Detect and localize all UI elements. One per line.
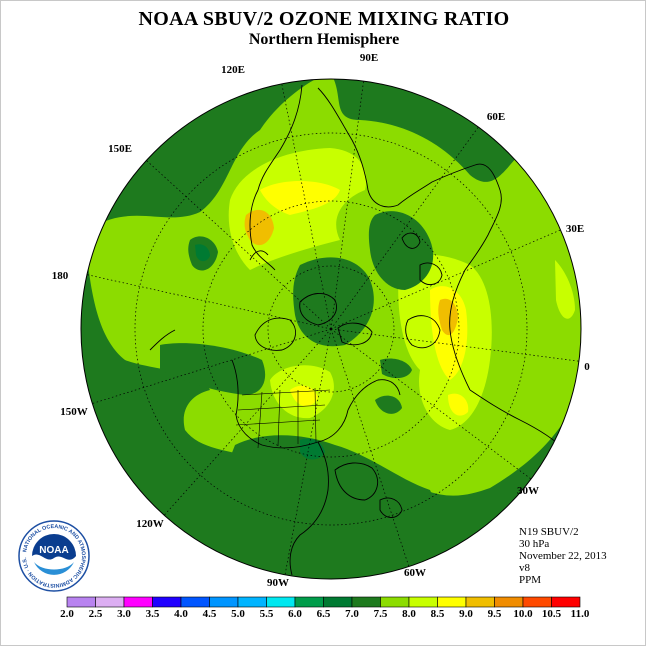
colorbar-swatch: [66, 596, 96, 608]
colorbar-swatch: [266, 596, 296, 608]
lon-label-0: 0: [584, 361, 590, 373]
info-level: 30 hPa: [519, 538, 550, 550]
ozone-region-6.5-northamerica: [160, 343, 266, 395]
colorbar-tick-label: 9.0: [459, 608, 473, 620]
colorbar-tick-label: 5.5: [259, 608, 274, 620]
page-title: NOAA SBUV/2 OZONE MIXING RATIO: [138, 8, 510, 30]
colorbar-tick-label: 8.0: [402, 608, 416, 620]
lon-label-30e: 30E: [566, 223, 584, 235]
colorbar-swatch: [152, 596, 182, 608]
ozone-region-6.0-west: [195, 244, 210, 262]
colorbar-tick-label: 8.5: [430, 608, 445, 620]
lon-label-180: 180: [52, 270, 69, 282]
lon-label-120w: 120W: [136, 518, 164, 530]
colorbar-tick-label: 6.5: [316, 608, 331, 620]
map-border: [80, 78, 582, 580]
colorbar-tick-label: 4.5: [202, 608, 217, 620]
ozone-region-9.0: [244, 209, 274, 246]
ozone-region-8.5-center: [290, 385, 318, 407]
colorbar-tick-label: 2.5: [88, 608, 103, 620]
ozone-region-6.5-north: [368, 211, 434, 290]
info-version: v8: [519, 562, 530, 574]
colorbar-tick-label: 3.5: [145, 608, 160, 620]
colorbar-tick-label: 9.5: [487, 608, 502, 620]
info-date: November 22, 2013: [519, 550, 607, 562]
ozone-region-9.0-south: [438, 298, 458, 336]
colorbar-swatch: [351, 596, 381, 608]
lon-label-90e: 90E: [360, 52, 378, 64]
ozone-region-8.5-small: [448, 393, 469, 416]
ozone-region-6.5-bay: [375, 395, 402, 414]
colorbar-tick-label: 10.0: [513, 608, 533, 620]
colorbar-swatch: [123, 596, 153, 608]
colorbar-tick-label: 7.0: [345, 608, 359, 620]
colorbar-tick-label: 6.0: [288, 608, 302, 620]
colorbar-swatch: [465, 596, 495, 608]
info-satellite: N19 SBUV/2: [519, 526, 579, 538]
ozone-region-8.0-edge: [555, 260, 575, 319]
ozone-region-8.5: [260, 181, 340, 215]
graticule: [81, 79, 581, 576]
page-subtitle: Northern Hemisphere: [248, 31, 400, 48]
ozone-region-6.5-pole: [293, 257, 374, 347]
info-units: PPM: [519, 574, 542, 586]
lon-label-60w: 60W: [404, 567, 426, 579]
colorbar-swatch: [294, 596, 324, 608]
colorbar-swatch: [494, 596, 524, 608]
colorbar-swatch: [437, 596, 467, 608]
lon-label-90w: 90W: [267, 577, 289, 589]
noaa-logo: NATIONAL OCEANIC AND ATMOSPHERIC ADMINIS…: [16, 516, 90, 592]
colorbar-swatch: [551, 596, 581, 608]
lon-label-150w: 150W: [60, 406, 88, 418]
colorbar-tick-label: 7.5: [373, 608, 388, 620]
lon-label-120e: 120E: [221, 64, 245, 76]
ozone-region-6.5-small: [380, 358, 412, 379]
colorbar-swatch: [209, 596, 239, 608]
colorbar-swatch: [380, 596, 410, 608]
us-borders: [235, 387, 331, 449]
colorbar-swatch: [323, 596, 353, 608]
colorbar-tick-label: 11.0: [570, 608, 590, 620]
colorbar-tick-label: 3.0: [117, 608, 131, 620]
colorbar-tick-label: 2.0: [60, 608, 74, 620]
colorbar-tick-label: 4.0: [174, 608, 188, 620]
colorbar-swatch: [522, 596, 552, 608]
logo-text: NOAA: [39, 545, 68, 556]
lon-label-60e: 60E: [487, 111, 505, 123]
lon-label-150e: 150E: [108, 143, 132, 155]
colorbar: [66, 596, 581, 608]
colorbar-swatch: [237, 596, 267, 608]
colorbar-tick-label: 5.0: [231, 608, 245, 620]
colorbar-tick-label: 10.5: [541, 608, 562, 620]
lon-label-30w: 30W: [517, 485, 539, 497]
colorbar-swatch: [180, 596, 210, 608]
ozone-region-6.5-atlantic: [223, 435, 438, 579]
colorbar-swatch: [95, 596, 125, 608]
colorbar-swatch: [408, 596, 438, 608]
